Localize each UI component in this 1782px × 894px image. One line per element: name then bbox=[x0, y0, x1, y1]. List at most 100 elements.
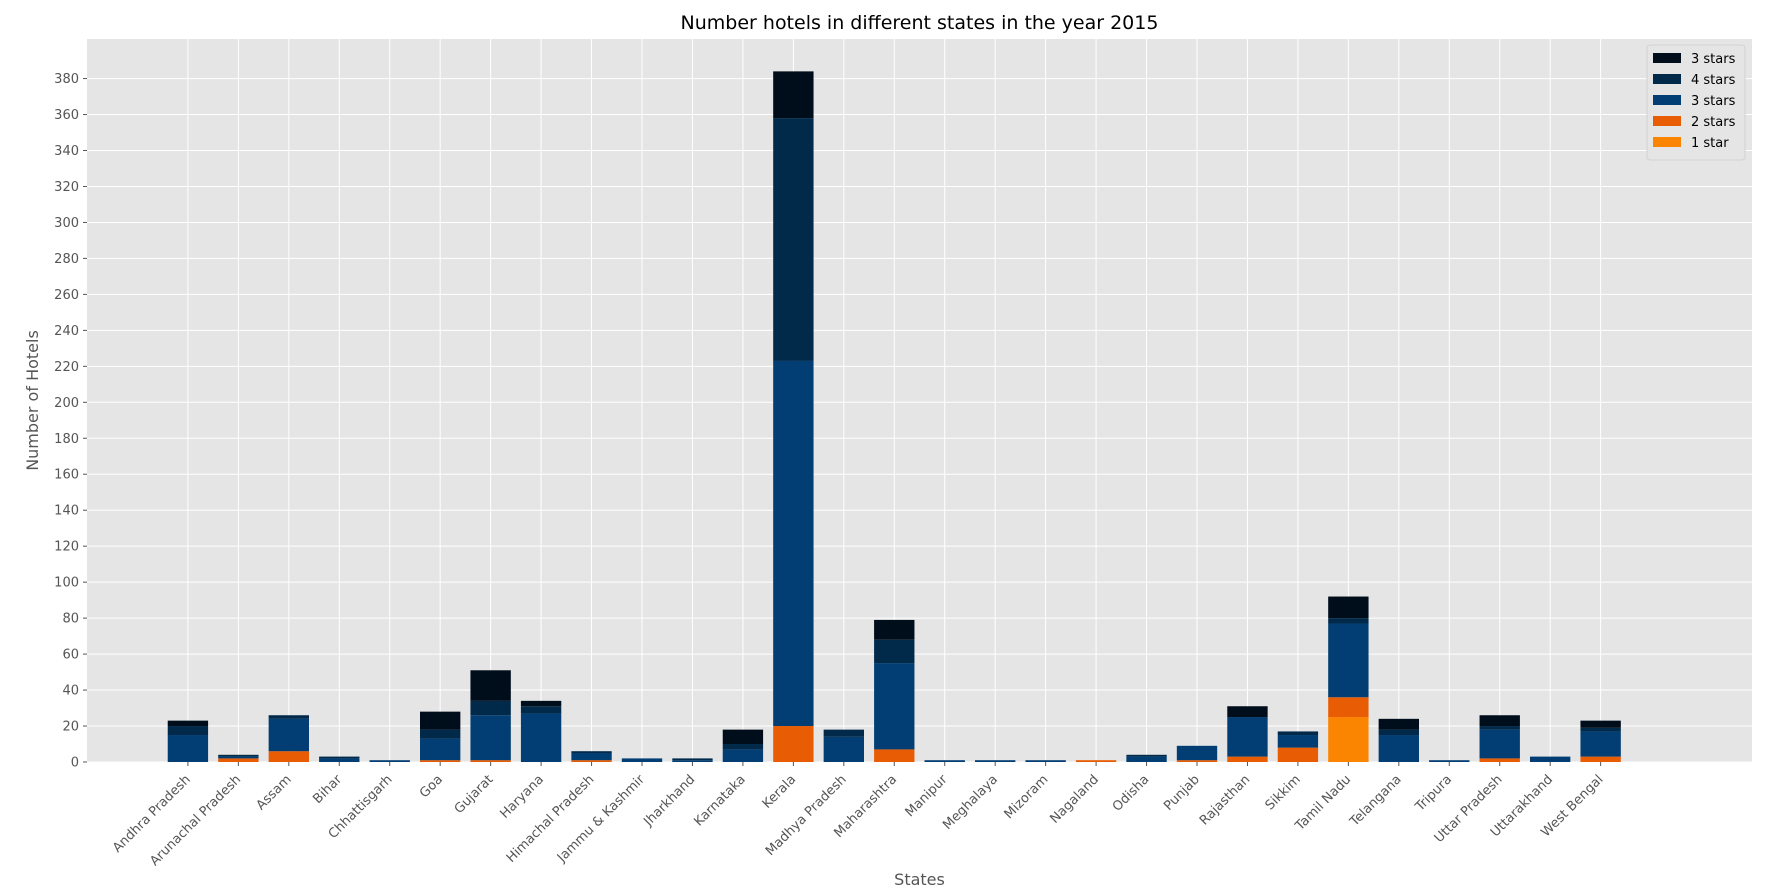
bar-segment bbox=[420, 760, 461, 762]
legend-label: 3 stars bbox=[1691, 52, 1736, 67]
bar-segment bbox=[470, 700, 511, 716]
bar-segment bbox=[1277, 731, 1319, 736]
y-tick-label: 100 bbox=[54, 576, 79, 591]
legend-label: 4 stars bbox=[1691, 73, 1736, 88]
bar-segment bbox=[773, 118, 814, 361]
bar-segment bbox=[520, 706, 562, 714]
bar-segment bbox=[1378, 735, 1419, 762]
bar-segment bbox=[1479, 758, 1520, 762]
bar-segment bbox=[218, 756, 259, 759]
x-tick-label: Manipur bbox=[903, 772, 951, 820]
bar-segment bbox=[1530, 756, 1571, 762]
bar-segment bbox=[1126, 756, 1167, 762]
x-tick-label: Odisha bbox=[1110, 772, 1152, 814]
bar-segment bbox=[470, 715, 511, 761]
bar-segment bbox=[1227, 717, 1268, 757]
horizontal-gridlines bbox=[87, 78, 1752, 763]
bar-segment bbox=[571, 753, 612, 761]
bar-segment bbox=[1328, 596, 1369, 619]
bar-segment bbox=[1277, 735, 1319, 748]
bar-segment bbox=[773, 360, 814, 727]
bar-segment bbox=[1580, 756, 1621, 762]
bar-segment bbox=[1328, 623, 1369, 698]
y-tick-label: 60 bbox=[62, 648, 79, 663]
bar-segment bbox=[268, 718, 309, 752]
bar-segment bbox=[672, 760, 713, 762]
legend-swatch bbox=[1653, 74, 1681, 84]
bar-segment bbox=[1025, 760, 1066, 762]
y-axis-label: Number of Hotels bbox=[23, 330, 42, 471]
x-tick-label: Sikkim bbox=[1263, 772, 1304, 813]
bar-segment bbox=[773, 71, 814, 119]
bar-segment bbox=[1479, 729, 1520, 759]
y-tick-label: 320 bbox=[54, 180, 79, 195]
y-tick-label: 220 bbox=[54, 360, 79, 375]
x-tick-label: Gujarat bbox=[452, 772, 497, 817]
bar-segment bbox=[1580, 720, 1621, 728]
x-tick-label: Haryana bbox=[497, 772, 546, 821]
y-tick-label: 240 bbox=[54, 324, 79, 339]
y-tick-label: 340 bbox=[54, 144, 79, 159]
bar-segment bbox=[1378, 729, 1419, 736]
bar-segment bbox=[874, 663, 915, 750]
bar-segment bbox=[1126, 754, 1167, 757]
bar-segment bbox=[420, 738, 461, 761]
x-axis-label: States bbox=[894, 870, 945, 889]
legend-box bbox=[1646, 44, 1746, 161]
legend-swatch bbox=[1653, 95, 1681, 105]
bar-segment bbox=[1277, 747, 1319, 762]
bar-segment bbox=[722, 729, 764, 745]
bar-segment bbox=[319, 756, 360, 759]
bar-segment bbox=[874, 619, 915, 640]
bar-segment bbox=[1176, 745, 1218, 761]
x-tick-label: Karnataka bbox=[692, 772, 749, 829]
x-tick-label: Rajasthan bbox=[1197, 772, 1253, 828]
bar-segment bbox=[520, 713, 562, 762]
x-tick-label: Bihar bbox=[310, 772, 345, 807]
y-tick-label: 380 bbox=[54, 72, 79, 87]
bar-segment bbox=[1580, 727, 1621, 732]
y-tick-label: 40 bbox=[62, 684, 79, 699]
legend-swatch bbox=[1653, 116, 1681, 126]
y-tick-label: 160 bbox=[54, 468, 79, 483]
bar-segment bbox=[1328, 618, 1369, 624]
bar-segment bbox=[218, 754, 259, 757]
y-tick-label: 300 bbox=[54, 216, 79, 231]
y-tick-label: 180 bbox=[54, 432, 79, 447]
y-tick-label: 120 bbox=[54, 540, 79, 555]
bar-segment bbox=[1328, 697, 1369, 718]
bar-segment bbox=[268, 751, 309, 762]
bar-segment bbox=[470, 760, 511, 762]
y-tick-label: 200 bbox=[54, 396, 79, 411]
x-tick-label: Jammu & Kashmir bbox=[554, 772, 648, 866]
bar-segment bbox=[722, 749, 764, 762]
bar-segment bbox=[874, 639, 915, 664]
bar-segment bbox=[319, 758, 360, 762]
y-tick-label: 20 bbox=[62, 720, 79, 735]
vertical-gridlines bbox=[187, 39, 1602, 762]
bar-segment bbox=[268, 715, 309, 719]
legend-label: 1 star bbox=[1691, 136, 1729, 151]
bar-segment bbox=[975, 760, 1016, 762]
legend: 3 stars 4 stars 3 stars 2 stars 1 star bbox=[1646, 44, 1746, 161]
y-tick-label: 280 bbox=[54, 252, 79, 267]
bar-segment bbox=[924, 760, 965, 762]
bar-segment bbox=[1580, 731, 1621, 757]
bar-segment bbox=[1227, 756, 1268, 762]
legend-label: 2 stars bbox=[1691, 115, 1736, 130]
bar-segment bbox=[369, 760, 410, 762]
bar-segment bbox=[420, 729, 461, 739]
bar-segment bbox=[621, 758, 663, 762]
legend-swatch bbox=[1653, 53, 1681, 63]
bar-segment bbox=[722, 744, 764, 750]
y-tick-label: 360 bbox=[54, 108, 79, 123]
bar-segment bbox=[1479, 715, 1520, 727]
chart-title: Number hotels in different states in the… bbox=[681, 12, 1159, 34]
y-axis-ticks: 0 20 40 60 80 100 120 140 160 180 200 220 240 260 280 3… bbox=[54, 72, 87, 771]
bar-segment bbox=[167, 720, 209, 727]
x-tick-label: Arunachal Pradesh bbox=[147, 772, 244, 869]
bar-segment bbox=[420, 711, 461, 730]
x-tick-label: Kerala bbox=[760, 772, 799, 811]
